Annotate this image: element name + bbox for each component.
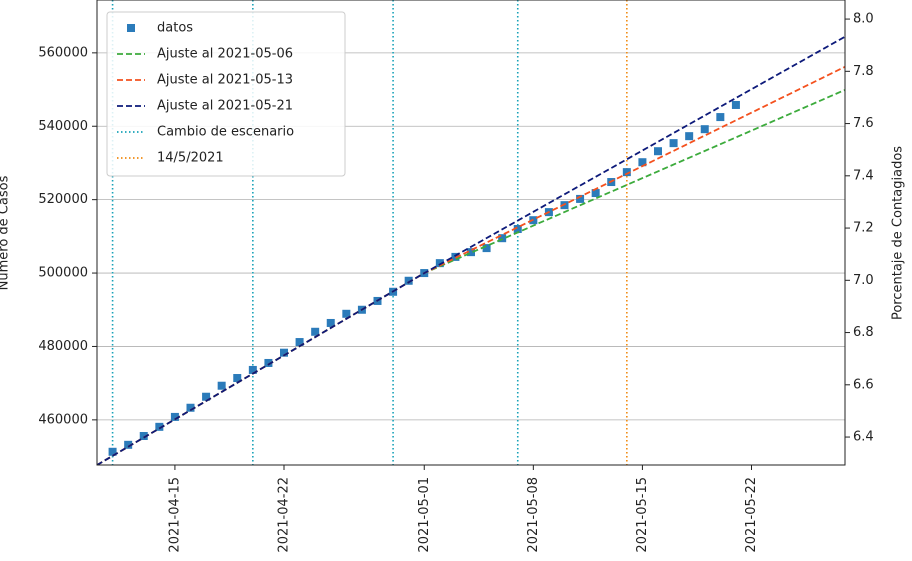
y-tick-label: 480000 [38,339,88,354]
data-point [716,113,725,122]
legend-label: Ajuste al 2021-05-13 [157,73,293,88]
data-point [170,412,179,421]
data-point [264,358,273,367]
data-point [669,139,678,148]
y2-tick-label: 7.2 [853,221,874,236]
x-tick-label: 2021-05-01 [417,477,432,553]
legend-label: Ajuste al 2021-05-21 [157,99,293,114]
fit-line [97,35,845,465]
data-point [591,189,600,198]
data-point [202,392,211,401]
data-point [498,234,507,243]
y2-tick-label: 7.8 [853,64,874,79]
data-point [139,432,148,441]
plot-frame [96,0,846,466]
data-point [124,440,133,449]
data-point [248,365,257,374]
legend-label: Ajuste al 2021-05-06 [157,47,293,62]
data-point [342,309,351,318]
data-point [280,348,288,357]
legend-label: datos [157,21,193,36]
legend-marker [127,24,135,32]
y2-tick-label: 6.8 [853,325,874,340]
data-point [513,225,522,234]
y2-tick-label: 6.4 [853,430,874,445]
data-point [295,338,304,347]
x-tick-label: 2021-05-15 [635,477,650,553]
legend-label: Cambio de escenario [157,125,294,140]
data-point [622,168,631,177]
data-point [654,147,662,156]
y2-tick-label: 7.0 [853,273,874,288]
x-tick-label: 2021-05-22 [744,477,759,553]
legend-label: 14/5/2021 [157,151,224,166]
y-tick-label: 540000 [38,119,88,134]
data-point [700,125,709,134]
data-point [467,248,475,257]
data-point [108,447,117,456]
y-tick-label: 460000 [38,412,88,427]
y-axis-label: Número de Casos [0,175,12,290]
data-point [731,100,740,109]
y2-tick-label: 6.6 [853,377,874,392]
data-point [186,403,195,412]
data-point [638,158,647,167]
data-point [482,244,491,253]
legend-box [106,11,346,177]
data-point [233,374,242,383]
x-tick-label: 2021-04-22 [277,477,292,553]
y2-axis-label: Porcentaje de Contagiados [891,146,906,320]
data-point [155,422,164,431]
data-point [576,194,585,203]
data-point [217,381,226,390]
y-tick-label: 520000 [38,192,88,207]
y2-tick-label: 8.0 [853,12,874,27]
data-point [435,259,444,268]
y2-tick-label: 7.4 [853,168,874,183]
y-tick-label: 500000 [38,266,88,281]
x-tick-label: 2021-04-15 [167,477,182,553]
data-point [311,327,320,336]
data-point [326,318,335,327]
data-point [685,132,694,141]
data-point [404,276,413,285]
x-tick-label: 2021-05-08 [526,477,541,553]
y2-tick-label: 7.6 [853,116,874,131]
y-tick-label: 560000 [38,45,88,60]
